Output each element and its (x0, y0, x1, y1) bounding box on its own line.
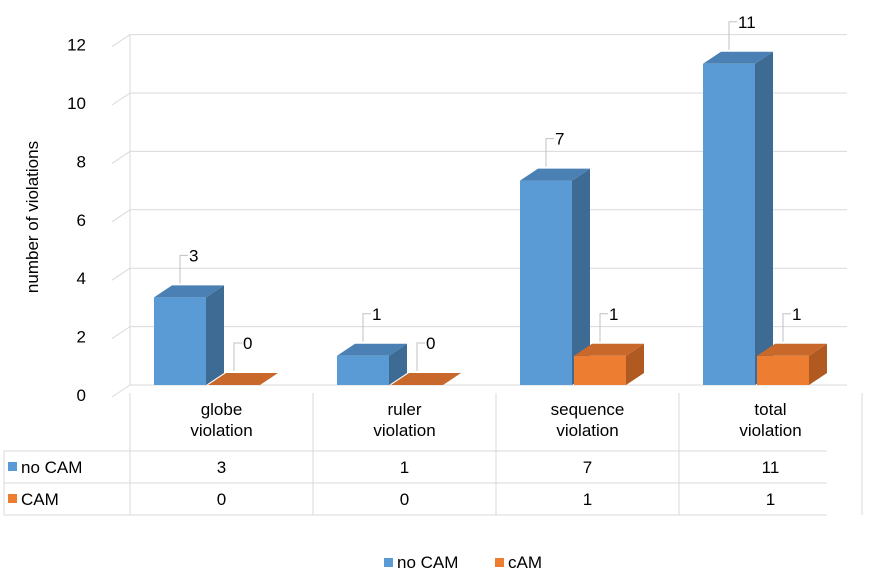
gridline-depth (111, 326, 131, 340)
legend: no CAM cAM (384, 553, 542, 570)
data-label: 11 (738, 13, 756, 32)
bar-top-face (391, 373, 461, 385)
data-label-leader (179, 254, 188, 284)
bar-top-face (574, 343, 644, 356)
bar-side-face (626, 343, 644, 385)
bar (154, 285, 224, 385)
table-legend-key (8, 462, 17, 471)
bar-front-face (154, 297, 206, 385)
data-label: 3 (189, 246, 198, 265)
bar-side-face (809, 343, 827, 385)
legend-key (495, 558, 504, 567)
bars (154, 51, 827, 386)
bar-side-face (572, 168, 590, 385)
y-tick-label: 10 (67, 94, 86, 113)
gridline-depth (111, 384, 131, 398)
data-label-leader (545, 138, 554, 167)
bar-top-face (757, 343, 827, 356)
bar-top-face (703, 51, 773, 64)
bar-top-face (154, 285, 224, 298)
bar (337, 343, 407, 385)
bar-side-face (206, 285, 224, 385)
data-label: 1 (609, 305, 618, 324)
bar-side-face (389, 343, 407, 385)
y-tick-label: 6 (77, 211, 86, 230)
data-label-leader (599, 313, 608, 342)
table-value: 7 (583, 458, 592, 477)
data-table: globe violation ruler violation sequence viol… (3, 393, 863, 516)
bar (703, 51, 773, 386)
data-label: 0 (426, 334, 435, 353)
bar-top-face (208, 373, 278, 385)
bar-side-face (755, 51, 773, 386)
category-label: globe violation (190, 400, 252, 440)
bar-top-face (337, 343, 407, 356)
bar-front-face (574, 355, 626, 385)
data-label-leader (416, 342, 425, 371)
y-axis-ticks: 0 2 4 6 8 10 12 (67, 36, 86, 405)
data-label-leader (362, 313, 371, 342)
y-tick-label: 0 (77, 386, 86, 405)
table-value: 1 (400, 458, 409, 477)
y-tick-label: 4 (77, 269, 86, 288)
gridline-depth (111, 267, 131, 281)
table-series-name: CAM (21, 490, 59, 509)
data-label-leader (233, 342, 242, 371)
data-label-leader (728, 21, 737, 50)
table-legend-key (8, 494, 17, 503)
table-value: 11 (762, 458, 780, 477)
data-label: 7 (555, 130, 564, 149)
legend-label: no CAM (397, 553, 458, 570)
category-label: sequence violation (551, 400, 625, 440)
gridline-depth (111, 34, 131, 48)
bar-front-face (520, 180, 572, 385)
bar-front-face (757, 355, 809, 385)
data-label-leader (782, 313, 791, 342)
gridline-depth (111, 92, 131, 106)
category-label: total violation (739, 400, 801, 440)
gridline-depth (111, 209, 131, 223)
bar (574, 343, 644, 385)
bar (391, 373, 461, 385)
y-tick-label: 8 (77, 152, 86, 171)
table-value: 1 (766, 490, 775, 509)
y-tick-label: 2 (77, 328, 86, 347)
category-label: ruler violation (373, 400, 435, 440)
legend-key (384, 558, 393, 567)
table-value: 0 (217, 490, 226, 509)
bar-front-face (703, 63, 755, 386)
bar (208, 373, 278, 385)
bar (757, 343, 827, 385)
data-label: 1 (792, 305, 801, 324)
y-axis-label: number of violations (23, 141, 42, 293)
y-tick-label: 12 (67, 36, 86, 55)
table-value: 0 (400, 490, 409, 509)
data-label: 0 (243, 334, 252, 353)
bar-top-face (520, 168, 590, 181)
bar-front-face (337, 355, 389, 385)
gridline-depth (111, 150, 131, 164)
legend-label: cAM (508, 553, 542, 570)
bar (520, 168, 590, 385)
table-series-name: no CAM (21, 458, 82, 477)
table-value: 1 (583, 490, 592, 509)
data-label: 1 (372, 305, 381, 324)
table-value: 3 (217, 458, 226, 477)
